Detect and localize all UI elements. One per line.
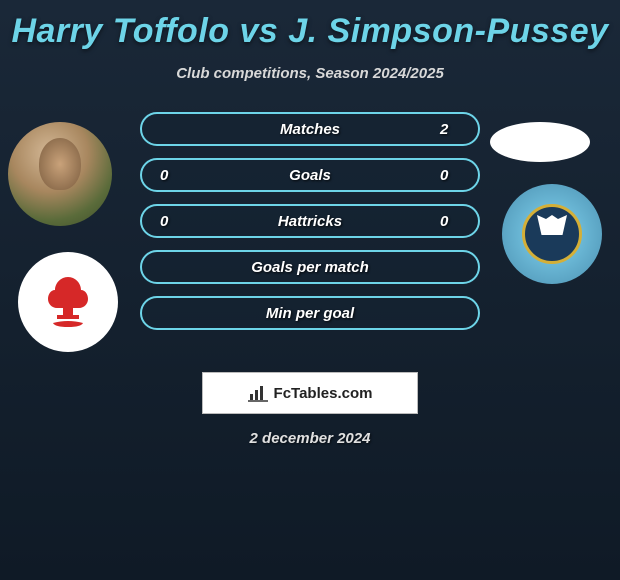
subtitle: Club competitions, Season 2024/2025 — [0, 65, 620, 82]
forest-tree-icon — [43, 275, 93, 330]
stat-label: Goals per match — [251, 259, 369, 276]
stat-label: Hattricks — [278, 213, 342, 230]
stat-row-goals-per-match: Goals per match — [140, 250, 480, 284]
stat-label: Goals — [289, 167, 331, 184]
player-left-photo — [8, 122, 112, 226]
stat-left-value: 0 — [160, 213, 180, 230]
date-line: 2 december 2024 — [0, 430, 620, 447]
stat-row-hattricks: 0 Hattricks 0 — [140, 204, 480, 238]
stat-row-goals: 0 Goals 0 — [140, 158, 480, 192]
stat-right-value: 0 — [440, 213, 460, 230]
stat-row-matches: Matches 2 — [140, 112, 480, 146]
stat-label: Min per goal — [266, 305, 354, 322]
page-title: Harry Toffolo vs J. Simpson-Pussey — [0, 0, 620, 51]
mancity-crest-icon — [522, 204, 582, 264]
stat-label: Matches — [280, 121, 340, 138]
bar-chart-icon — [248, 384, 268, 402]
stat-right-value: 0 — [440, 167, 460, 184]
club-logo-left — [18, 252, 118, 352]
stat-left-value: 0 — [160, 167, 180, 184]
site-badge[interactable]: FcTables.com — [202, 372, 418, 414]
comparison-area: Matches 2 0 Goals 0 0 Hattricks 0 Goals … — [0, 112, 620, 362]
stat-rows: Matches 2 0 Goals 0 0 Hattricks 0 Goals … — [140, 112, 480, 342]
site-name: FcTables.com — [274, 385, 373, 402]
club-logo-right — [502, 184, 602, 284]
stat-right-value: 2 — [440, 121, 460, 138]
stat-row-min-per-goal: Min per goal — [140, 296, 480, 330]
player-right-placeholder — [490, 122, 590, 162]
